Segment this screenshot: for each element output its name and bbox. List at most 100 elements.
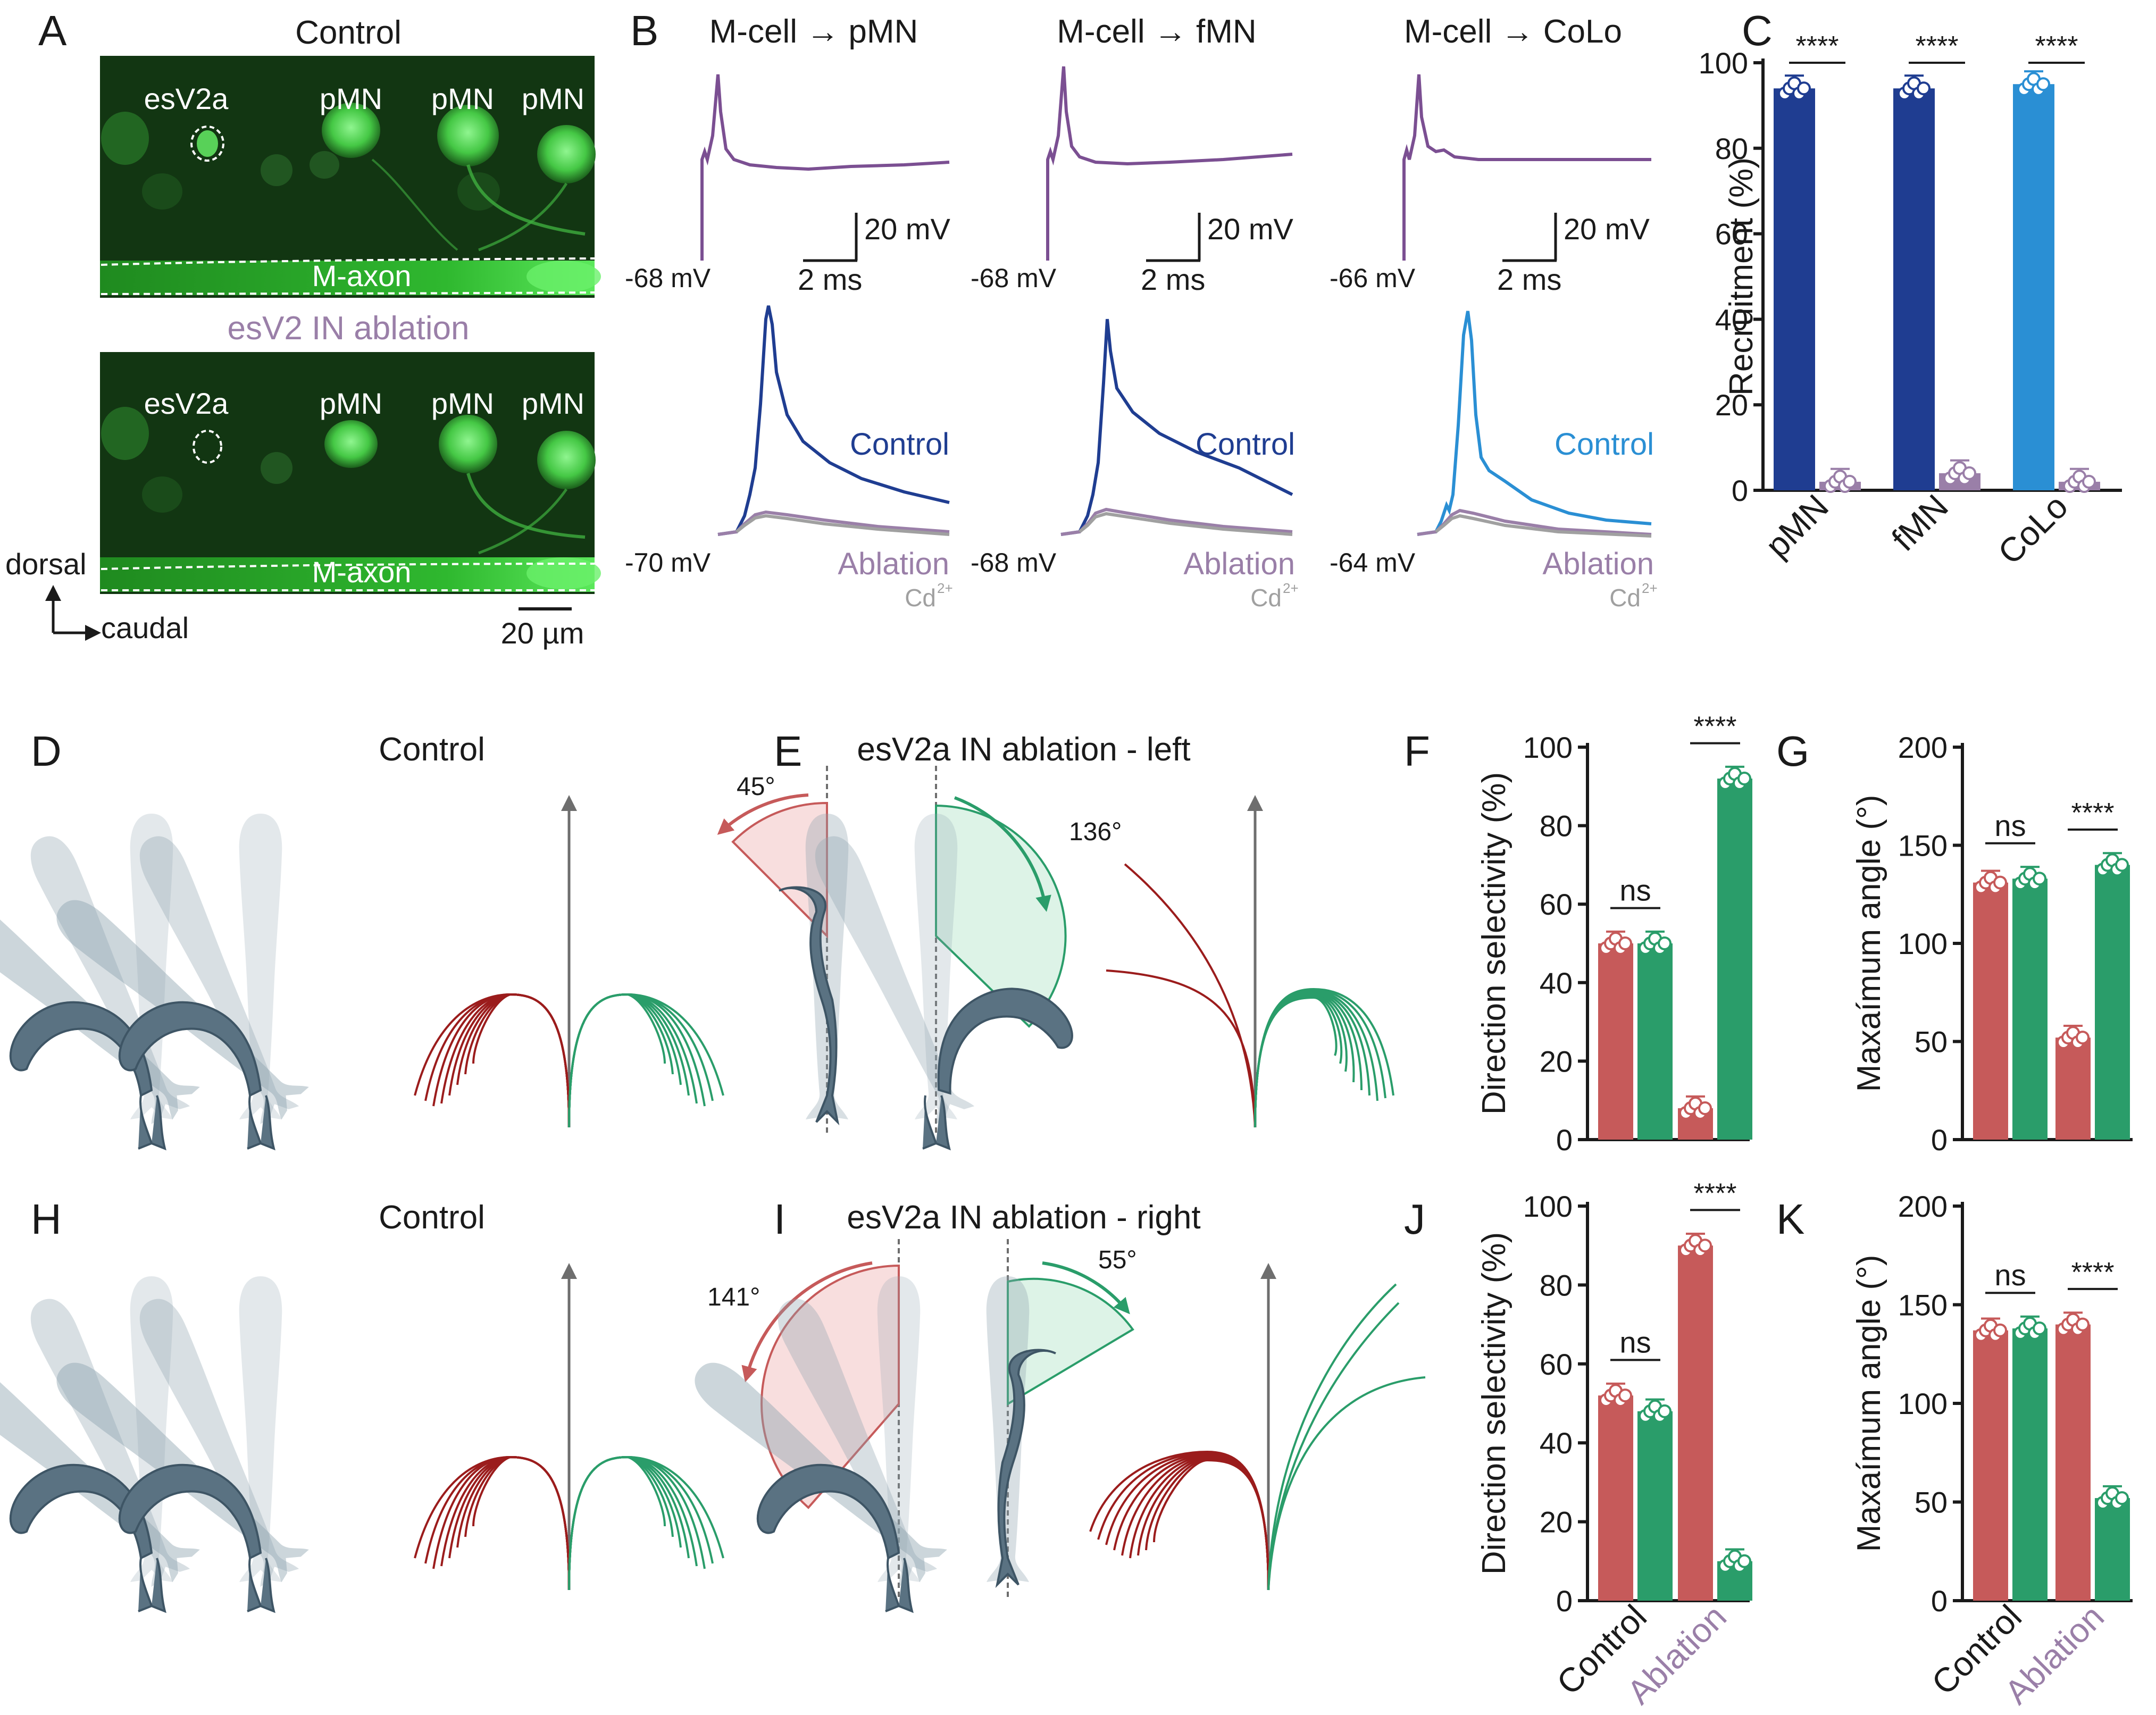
y-tick-label: 80: [1540, 809, 1573, 843]
bar: [1637, 943, 1673, 1140]
scale-mv-fmn: 20 mV: [1207, 212, 1293, 246]
chart-f: 0 20 40 60 80 100 Direction selectivity (%) ns *…: [1476, 712, 1752, 1157]
data-point: [1698, 1239, 1712, 1253]
arc-arrow-right-e: [954, 796, 1051, 912]
y-tick-label: 20: [1540, 1505, 1573, 1539]
category-label: pMN: [1758, 487, 1835, 565]
y-axis-label: Maxaímum angle (°): [1851, 1255, 1887, 1552]
label-pmn3-bottom: pMN: [522, 387, 584, 420]
fish-right-e: [806, 814, 1073, 1151]
baseline-top-pmn: -68 mV: [625, 263, 711, 293]
label-maxon-top: M-axon: [312, 259, 412, 292]
y-tick-label: 80: [1715, 132, 1748, 165]
y-tick-label: 100: [1898, 1387, 1948, 1420]
bar: [1717, 779, 1752, 1140]
y-tick-label: 100: [1699, 46, 1748, 80]
trace-cd-colo: [1435, 514, 1652, 538]
significance-label: ****: [2071, 798, 2115, 829]
label-control-fmn: Control: [1196, 427, 1295, 462]
data-point: [1993, 875, 2007, 890]
y-tick-label: 150: [1898, 1289, 1948, 1322]
panel-a-top-title: Control: [295, 14, 402, 51]
panel-d-title: Control: [379, 731, 485, 768]
data-point: [1618, 936, 1632, 950]
bar: [1893, 88, 1935, 491]
bar: [1774, 88, 1815, 491]
data-point: [1962, 466, 1976, 480]
label-control-colo: Control: [1555, 427, 1654, 462]
label-cd-sup-pmn: 2+: [937, 580, 953, 596]
trace-mcell-colo: [1402, 74, 1651, 261]
category-label: CoLo: [1991, 487, 2075, 572]
label-cd-fmn: Cd: [1250, 584, 1282, 612]
data-point: [1993, 1323, 2007, 1337]
fish-left-d: [0, 814, 200, 1151]
trajectories-red-i: [1089, 1450, 1269, 1591]
label-cd-pmn: Cd: [905, 584, 936, 612]
chart-c: 0 20 40 60 80 100 Recruitment (%) **** pMN **** fM…: [1699, 31, 2122, 572]
y-tick-label: 40: [1715, 303, 1748, 336]
bar: [2055, 1324, 2091, 1601]
scalebar-label: 20 µm: [501, 616, 584, 650]
label-esv2a-top: esV2a: [144, 82, 229, 115]
panel-a: Control esV2a pMN pMN pMN: [5, 14, 601, 650]
label-pmn1-top: pMN: [320, 82, 382, 115]
baseline-bottom-colo: -64 mV: [1330, 548, 1416, 578]
orientation-dorsal-label: dorsal: [5, 547, 87, 581]
bar: [2095, 1498, 2130, 1601]
y-axis-label: Recruitment (%): [1723, 157, 1760, 396]
trajectories-green-h: [568, 1455, 724, 1591]
data-point: [1658, 1404, 1672, 1418]
category-label: fMN: [1884, 487, 1956, 558]
label-pmn3-top: pMN: [522, 82, 584, 115]
y-tick-label: 50: [1915, 1486, 1948, 1519]
panel-letter-d: D: [31, 727, 62, 775]
y-tick-label: 0: [1931, 1123, 1948, 1157]
scale-ms-fmn: 2 ms: [1141, 263, 1205, 296]
label-cd-colo: Cd: [1609, 584, 1641, 612]
baseline-bottom-fmn: -68 mV: [971, 548, 1057, 578]
trajectories-red-e: [1106, 863, 1256, 1128]
fish-right-h: [47, 1276, 310, 1613]
trace-cd-pmn: [736, 514, 950, 536]
y-tick-label: 40: [1540, 1426, 1573, 1460]
y-tick-label: 0: [1732, 474, 1748, 507]
y-axis-label: Direction selectivity (%): [1476, 772, 1512, 1115]
y-tick-label: 0: [1931, 1584, 1948, 1618]
trajectories-green-d: [568, 993, 724, 1128]
bar: [1678, 1245, 1713, 1601]
label-ablation-colo: Ablation: [1542, 547, 1654, 581]
bar: [1598, 943, 1633, 1140]
y-tick-label: 20: [1715, 388, 1748, 422]
scale-ms-colo: 2 ms: [1497, 263, 1561, 296]
y-axis-label: Maxaímum angle (°): [1851, 795, 1887, 1092]
panel-b-title-colo: M-cell → CoLo: [1404, 13, 1622, 50]
data-point: [2082, 474, 2096, 489]
bar: [1598, 1395, 1633, 1601]
label-ablation-pmn: Ablation: [838, 547, 949, 581]
trace-mcell-fmn: [1046, 66, 1293, 261]
y-tick-label: 20: [1540, 1044, 1573, 1078]
baseline-top-colo: -66 mV: [1330, 263, 1416, 293]
y-tick-label: 60: [1540, 888, 1573, 921]
trajectories-green-e: [1254, 988, 1394, 1128]
data-point: [1843, 474, 1857, 489]
panel-i-title: esV2a IN ablation - right: [847, 1199, 1200, 1236]
panel-a-bottom-title: esV2 IN ablation: [228, 310, 470, 347]
trajectories-green-i: [1267, 1283, 1426, 1591]
bar: [2095, 865, 2130, 1140]
trajectories-red-d: [414, 993, 570, 1128]
fish-right-i: [986, 1276, 1056, 1588]
y-axis-label: Direction selectivity (%): [1476, 1232, 1512, 1575]
data-point: [2076, 1031, 2090, 1045]
y-tick-label: 0: [1556, 1123, 1573, 1157]
panel-letter-b: B: [630, 7, 658, 54]
trace-cd-fmn: [1079, 512, 1293, 536]
data-point: [1618, 1388, 1632, 1403]
scale-ms-pmn: 2 ms: [798, 263, 862, 296]
panel-letter-i: I: [774, 1195, 785, 1243]
bar: [2012, 1328, 2048, 1601]
data-point: [2033, 1321, 2046, 1336]
